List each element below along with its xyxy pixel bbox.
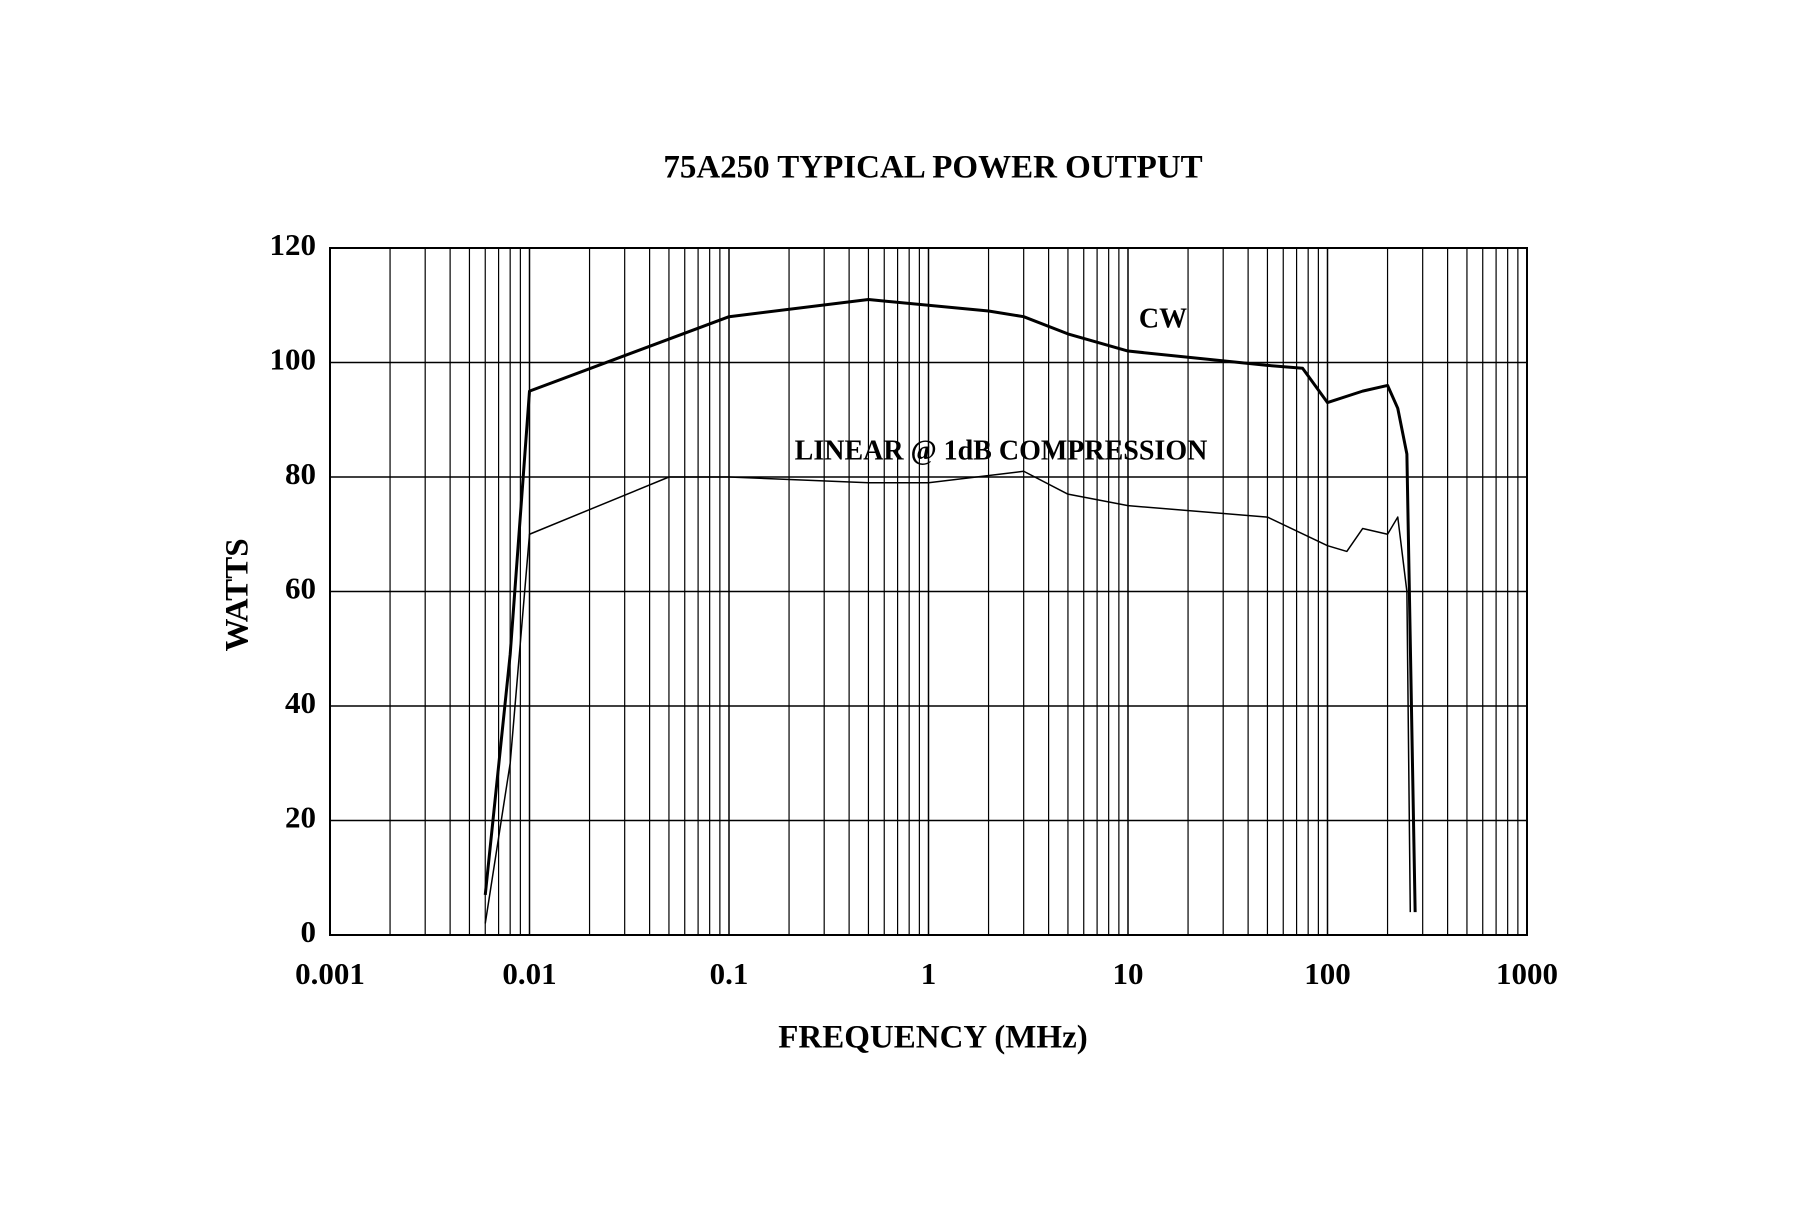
x-tick-label: 1 [921, 956, 937, 991]
plot-frame [329, 247, 1528, 936]
series-label: LINEAR @ 1dB COMPRESSION [795, 435, 1208, 466]
series-label: CW [1139, 303, 1187, 334]
y-tick-label: 40 [285, 685, 316, 720]
x-tick-label: 10 [1113, 956, 1144, 991]
y-tick-label: 80 [285, 456, 316, 491]
x-tick-label: 0.001 [295, 956, 365, 991]
y-axis-label: WATTS [220, 538, 256, 651]
x-tick-label: 1000 [1496, 956, 1558, 991]
series-line [483, 298, 1417, 913]
chart-title: 75A250 TYPICAL POWER OUTPUT [663, 150, 1202, 186]
y-tick-label: 20 [285, 800, 316, 835]
x-tick-label: 100 [1304, 956, 1351, 991]
y-tick-label: 100 [270, 342, 317, 377]
y-tick-label: 0 [301, 914, 317, 949]
x-tick-label: 0.1 [710, 956, 749, 991]
grid [329, 247, 1528, 936]
y-tick-label: 120 [270, 227, 317, 262]
x-tick-label: 0.01 [502, 956, 556, 991]
series-line [484, 470, 1412, 924]
x-axis-label: FREQUENCY (MHz) [778, 1020, 1087, 1056]
y-tick-label: 60 [285, 571, 316, 606]
